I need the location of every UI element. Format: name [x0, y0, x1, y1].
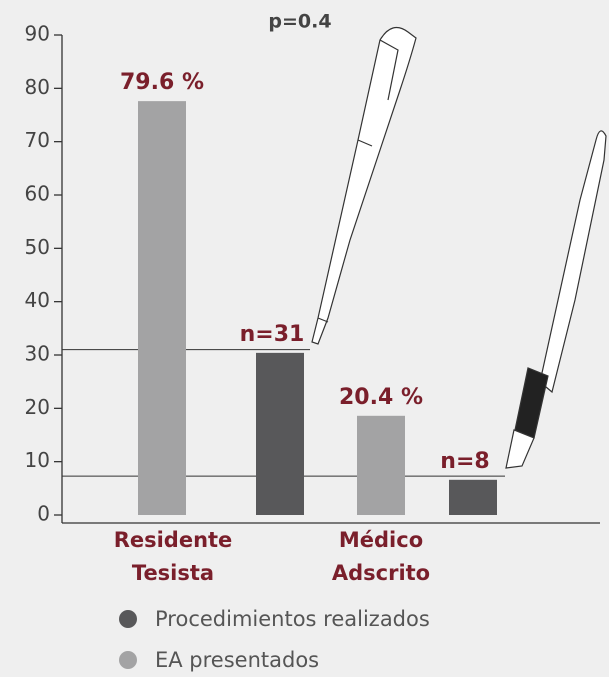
bar-annotation: 20.4 % — [339, 385, 423, 410]
y-tick-label: 10 — [25, 448, 50, 472]
bar-annotation: 79.6 % — [120, 70, 204, 95]
y-tick-label: 80 — [25, 75, 50, 99]
y-tick-label: 50 — [25, 235, 50, 259]
legend-marker — [119, 610, 137, 628]
x-tick-label: Tesista — [132, 561, 214, 585]
bar — [357, 416, 405, 515]
legend-marker — [119, 651, 137, 669]
y-tick-label: 20 — [25, 395, 50, 419]
bar-annotation: n=31 — [240, 322, 305, 347]
chart-title: p=0.4 — [268, 11, 331, 33]
y-tick-label: 0 — [37, 502, 50, 526]
y-tick-label: 40 — [25, 288, 50, 312]
bar-annotation: n=8 — [440, 449, 489, 474]
y-tick-label: 70 — [25, 128, 50, 152]
x-tick-label: Adscrito — [332, 561, 430, 585]
bar — [138, 101, 186, 515]
chart: p=0.4 Procedimientos realizados EA prese… — [0, 0, 609, 677]
bar — [256, 353, 304, 515]
y-tick-label: 30 — [25, 342, 50, 366]
background — [0, 0, 609, 677]
y-tick-label: 60 — [25, 182, 50, 206]
legend-label: EA presentados — [155, 648, 319, 672]
bar — [449, 480, 497, 515]
x-tick-label: Médico — [339, 528, 423, 552]
x-tick-label: Residente — [114, 528, 233, 552]
y-tick-label: 90 — [25, 22, 50, 46]
legend-label: Procedimientos realizados — [155, 607, 430, 631]
